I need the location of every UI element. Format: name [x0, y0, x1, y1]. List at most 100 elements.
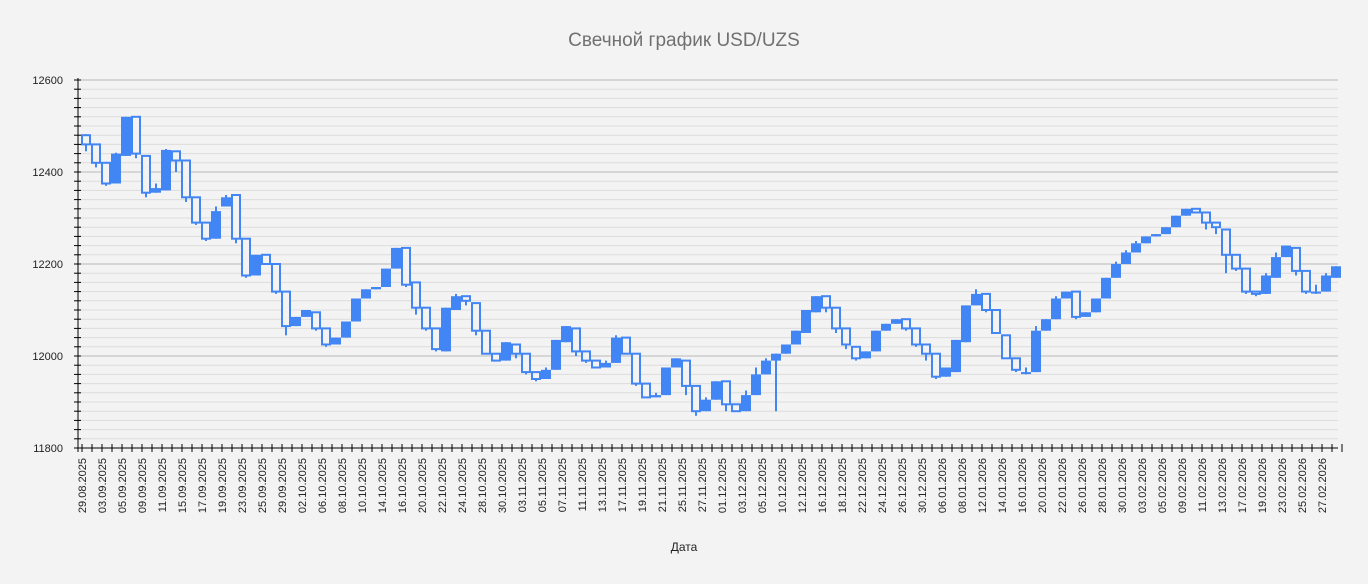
candle-body-down [731, 403, 741, 413]
x-tick-label: 25.02.2026 [1297, 458, 1309, 513]
x-tick-label: 29.08.2025 [77, 458, 89, 513]
candle-body-down [491, 352, 501, 362]
candle-body-down [321, 327, 331, 346]
candle-body-down [691, 384, 701, 413]
candle-body-up [451, 296, 461, 310]
x-tick-label: 03.12.2025 [737, 458, 749, 513]
candle-body-up [1311, 291, 1321, 294]
candle-body-down [241, 237, 251, 277]
candle-body-down [1231, 253, 1241, 270]
y-tick-label: 12400 [32, 167, 63, 179]
x-tick-label: 03.09.2025 [97, 458, 109, 513]
x-tick-labels: 29.08.2025 03.09.2025 05.09.2025 09.09.2025… [77, 458, 1329, 513]
candle-body-down [471, 302, 481, 332]
y-tick-label: 12200 [32, 259, 63, 271]
candle-body-up [111, 153, 121, 184]
candle-body-up [501, 342, 511, 361]
candle-body-up [561, 326, 571, 343]
axes [74, 78, 1343, 452]
x-tick-label: 17.09.2025 [197, 458, 209, 513]
candle-body-up [1141, 236, 1151, 244]
x-tick-label: 27.02.2026 [1317, 458, 1329, 513]
x-tick-label: 05.12.2025 [757, 458, 769, 513]
candle-body-up [801, 310, 811, 333]
x-tick-label: 23.09.2025 [237, 458, 249, 513]
candle-body-up [1061, 291, 1071, 299]
chart-title: Свечной график USD/UZS [568, 30, 800, 51]
candle-body-down [1221, 228, 1231, 256]
y-tick-labels: 11800 12000 12200 12400 12600 [32, 75, 63, 455]
candle-body-down [201, 221, 211, 240]
x-tick-label: 25.11.2025 [677, 458, 689, 512]
candle-body-up [761, 360, 771, 375]
candle-body-up [1271, 257, 1281, 278]
candle-body-up [891, 319, 901, 324]
x-tick-label: 14.01.2026 [997, 458, 1009, 513]
candle-body-down [1211, 221, 1221, 229]
candle-body-up [1131, 243, 1141, 253]
candle-body-down [261, 253, 271, 266]
x-tick-label: 20.01.2026 [1037, 458, 1049, 513]
x-tick-label: 20.10.2025 [417, 458, 429, 513]
candle-body-up [1171, 215, 1181, 228]
x-tick-label: 06.10.2025 [317, 458, 329, 513]
candle-body-down [721, 380, 731, 406]
x-tick-label: 26.12.2025 [897, 458, 909, 513]
candle-body-up [781, 344, 791, 354]
x-tick-label: 11.02.2026 [1197, 458, 1209, 512]
candle-body-down [591, 359, 601, 369]
x-tick-label: 09.09.2025 [137, 458, 149, 513]
x-axis-label: Дата [670, 540, 698, 554]
candle-body-up [361, 289, 371, 299]
candle-body-up [121, 116, 131, 156]
candle-body-up [1261, 275, 1271, 294]
x-tick-label: 29.09.2025 [277, 458, 289, 513]
candle-body-up [881, 323, 891, 331]
candle-body-down [431, 327, 441, 351]
candle-body-up [1091, 298, 1101, 313]
candle-body-up [1121, 252, 1131, 264]
candle-body-up [1101, 277, 1111, 299]
candle-body-down [931, 352, 941, 378]
candle-body-down [481, 329, 491, 355]
candle-body-up [221, 197, 231, 207]
candle-body-up [441, 307, 451, 352]
x-tick-label: 30.12.2025 [917, 458, 929, 513]
candle-body-up [771, 353, 781, 361]
candle-body-down [411, 281, 421, 309]
candle-body-down [271, 263, 281, 293]
candle-body-down [281, 290, 291, 328]
x-tick-label: 11.11.2025 [577, 458, 589, 511]
candle-body-up [1151, 234, 1161, 237]
candle-body-up [791, 330, 801, 345]
x-tick-label: 16.10.2025 [397, 458, 409, 513]
x-tick-label: 30.01.2026 [1117, 458, 1129, 513]
candle-body-up [751, 374, 761, 396]
candle-body-up [1051, 298, 1061, 320]
candle-body-down [841, 327, 851, 346]
candle-body-down [511, 343, 521, 355]
x-tick-label: 24.10.2025 [457, 458, 469, 513]
x-tick-label: 10.12.2025 [777, 458, 789, 513]
y-tick-label: 11800 [33, 443, 63, 455]
x-tick-label: 03.11.2025 [517, 458, 529, 512]
candle-body-up [941, 367, 951, 377]
x-tick-label: 22.01.2026 [1057, 458, 1069, 513]
candle-body-down [311, 311, 321, 330]
x-tick-label: 11.09.2025 [157, 458, 169, 512]
candle-body-up [351, 298, 361, 322]
candle-body-up [211, 211, 221, 239]
x-tick-label: 24.12.2025 [877, 458, 889, 513]
candle-body-down [171, 150, 181, 162]
candle-body-up [961, 305, 971, 343]
candle-body-down [231, 194, 241, 240]
candle-body-up [861, 351, 871, 359]
candle-body-up [701, 399, 711, 412]
candle-body-down [141, 154, 151, 194]
x-tick-label: 28.01.2026 [1097, 458, 1109, 513]
candle-body-down [101, 161, 111, 185]
candle-body-up [1021, 372, 1031, 375]
candle-body-down [821, 295, 831, 309]
candle-body-up [711, 381, 721, 400]
